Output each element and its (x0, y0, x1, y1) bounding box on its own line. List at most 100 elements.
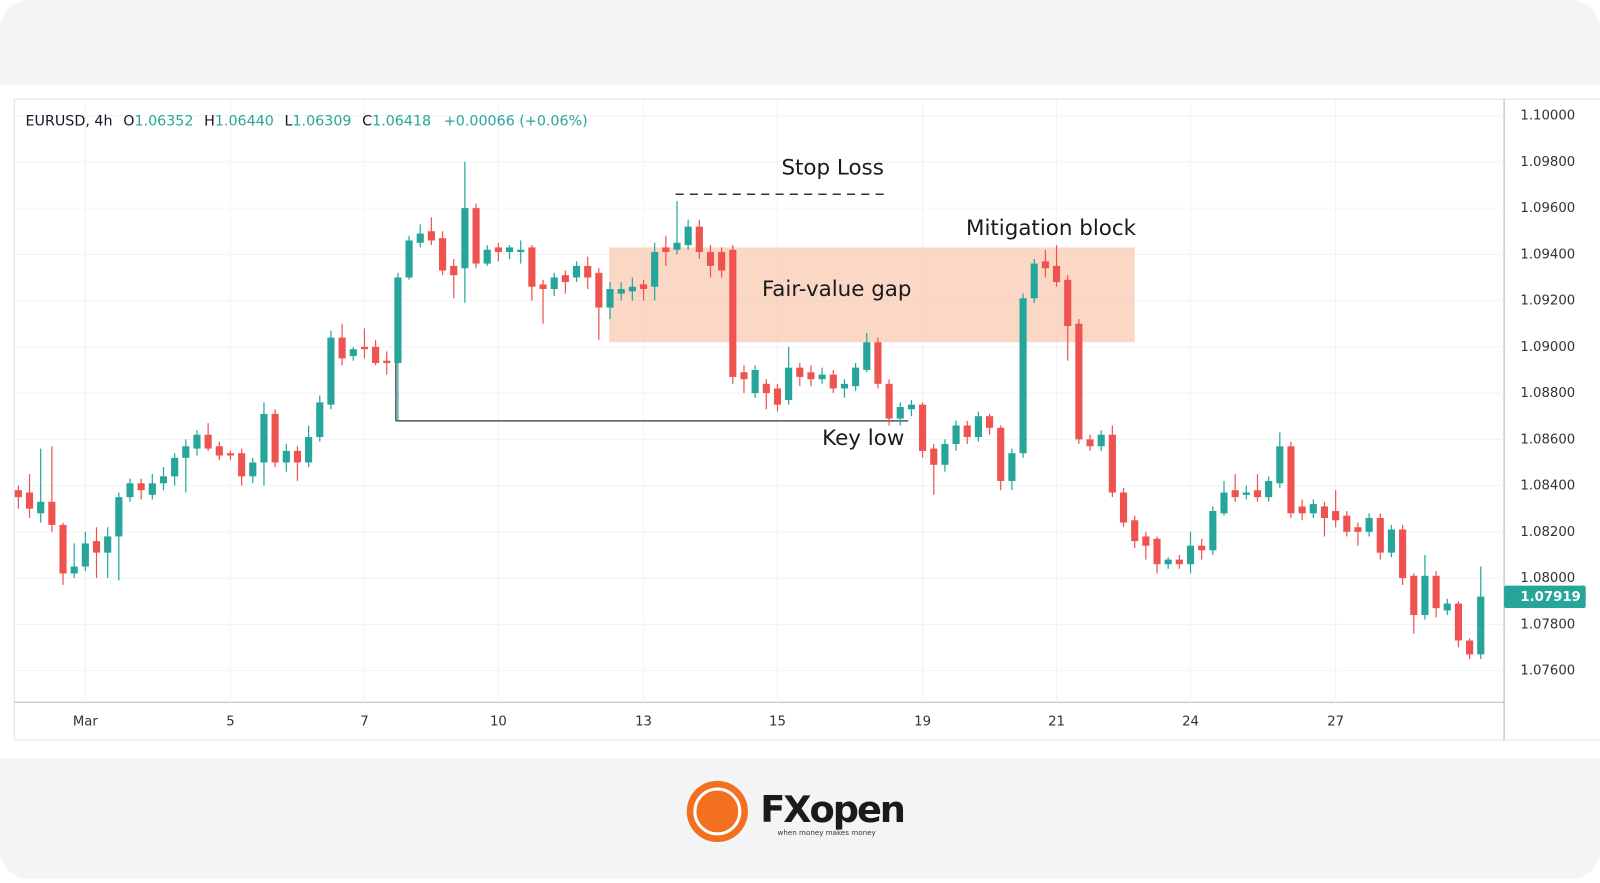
candle-body (338, 337, 346, 359)
candle-body (974, 416, 982, 438)
x-tick-label: 21 (1048, 715, 1065, 730)
candle-body (48, 501, 56, 525)
x-tick-label: 19 (914, 715, 931, 730)
candle-body (1242, 492, 1250, 495)
x-tick-label: 13 (635, 715, 652, 730)
candle-body (617, 289, 625, 294)
candle-body (1466, 640, 1474, 655)
candle-body (785, 367, 793, 401)
candle-body (885, 383, 893, 419)
candle-body (1421, 575, 1429, 616)
candle-body (673, 242, 681, 250)
candle-body (818, 374, 826, 380)
tagline: when money makes money (778, 828, 876, 837)
candle-body (37, 501, 45, 514)
candle-body (472, 208, 480, 264)
candle-body (963, 425, 971, 438)
y-tick-label: 1.09400 (1520, 247, 1575, 262)
candle-body (1019, 298, 1027, 454)
candle-body (1332, 511, 1340, 521)
candle-body (1153, 538, 1161, 565)
y-tick-label: 1.08600 (1520, 432, 1575, 447)
candle-body (796, 367, 804, 377)
change: +0.00066 (+0.06%) (444, 114, 588, 130)
candle-body (439, 238, 447, 271)
candle-body (204, 434, 212, 449)
candle-body (59, 524, 67, 574)
last-price-tag (1504, 585, 1586, 609)
candle-body (651, 252, 659, 287)
candle-body (662, 247, 670, 253)
y-tick-label: 1.09600 (1520, 201, 1575, 216)
candle-body (1387, 529, 1396, 553)
candles (14, 161, 1485, 660)
ohlc-value: 1.06440 (215, 114, 274, 130)
candle-body (115, 497, 123, 537)
candle-body (148, 483, 156, 495)
candle-body (260, 413, 268, 463)
candle-body (952, 425, 960, 444)
candle-body (729, 249, 737, 377)
candle-body (271, 413, 279, 463)
candle-body (1097, 434, 1105, 447)
symbol: EURUSD, 4h (26, 114, 113, 130)
candle-body (372, 346, 380, 364)
candle-body (1186, 545, 1195, 565)
candle-body (874, 342, 882, 384)
candle-body (1008, 453, 1016, 481)
axes: 1.10000 1.09800 1.09600 1.09400 1.09200 1.090… (73, 109, 1575, 730)
annotation-label: Stop Loss (781, 156, 883, 181)
x-tick-label: 24 (1182, 715, 1199, 730)
candle-body (1276, 446, 1284, 484)
candle-body (316, 402, 324, 438)
candle-body (762, 383, 770, 394)
candle-body (740, 372, 748, 380)
candle-body (405, 240, 413, 278)
candle-body (907, 404, 915, 410)
candle-body (483, 249, 491, 264)
candle-body (1443, 603, 1451, 611)
annotation-label: Key low (822, 426, 904, 451)
candle-body (1052, 265, 1061, 283)
candle-body (1410, 575, 1418, 616)
candle-body (1131, 520, 1139, 542)
candle-body (1287, 446, 1295, 514)
candle-body (226, 453, 235, 456)
y-tick-label: 1.09800 (1520, 155, 1575, 170)
candle-body (751, 369, 759, 394)
candle-body (1198, 545, 1206, 551)
ohlc-value: 1.06418 (372, 114, 431, 130)
y-tick-label: 1.10000 (1520, 109, 1575, 124)
candle-body (327, 337, 335, 405)
candle-body (517, 249, 525, 253)
x-tick-label: 10 (490, 715, 507, 730)
candle-body (1320, 506, 1329, 518)
candle-body (539, 284, 547, 290)
candle-body (1454, 603, 1462, 641)
candle-body (1298, 506, 1306, 514)
candle-body (1399, 529, 1407, 579)
logo: FXopen when money makes money (686, 780, 906, 843)
y-tick-label: 1.08800 (1520, 386, 1575, 401)
candle-body (1175, 559, 1183, 565)
candle-body (282, 450, 290, 463)
candle-body (494, 247, 502, 253)
ohlc-label: H (204, 114, 215, 130)
candle-body (193, 434, 201, 449)
candle-body (1041, 261, 1049, 269)
candle-body (584, 265, 592, 278)
candle-body (1075, 323, 1083, 440)
candle-body (1376, 517, 1384, 553)
candle-body (684, 226, 692, 246)
candle-body (718, 252, 726, 271)
candle-body (1209, 511, 1217, 551)
x-tick-label: 27 (1327, 715, 1344, 730)
candle-body (505, 247, 514, 253)
candle-body (383, 360, 391, 364)
candle-body (896, 406, 904, 419)
ohlc-value: 1.06309 (292, 114, 351, 130)
candle-body (595, 272, 603, 308)
candle-body (919, 404, 927, 451)
candle-body (394, 277, 402, 364)
